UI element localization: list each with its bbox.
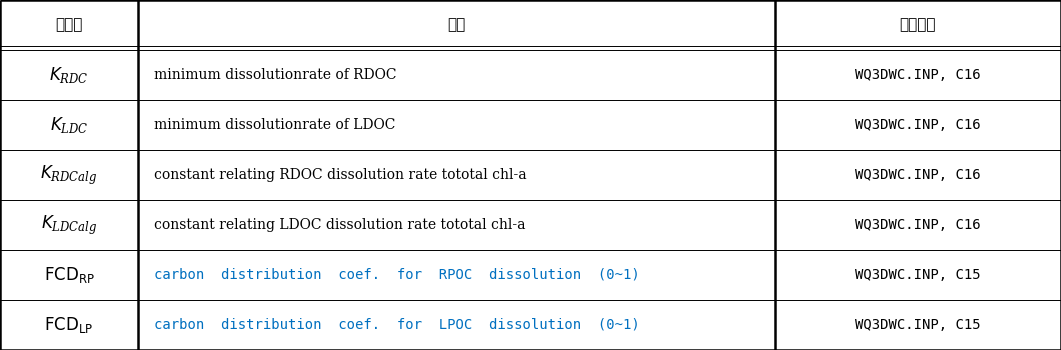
Text: WQ3DWC.INP, C15: WQ3DWC.INP, C15	[855, 268, 980, 282]
Text: 내용: 내용	[447, 18, 466, 33]
Text: WQ3DWC.INP, C15: WQ3DWC.INP, C15	[855, 318, 980, 332]
Text: $\mathit{K}_{\mathregular{LDCalg}}$: $\mathit{K}_{\mathregular{LDCalg}}$	[40, 214, 98, 237]
Text: WQ3DWC.INP, C16: WQ3DWC.INP, C16	[855, 68, 980, 82]
Text: $\mathrm{FCD}_{\mathrm{RP}}$: $\mathrm{FCD}_{\mathrm{RP}}$	[44, 265, 94, 285]
Text: $\mathit{K}_{\mathregular{RDCalg}}$: $\mathit{K}_{\mathregular{RDCalg}}$	[40, 163, 98, 187]
Text: carbon  distribution  coef.  for  LPOC  dissolution  (0~1): carbon distribution coef. for LPOC disso…	[154, 318, 640, 332]
Text: WQ3DWC.INP, C16: WQ3DWC.INP, C16	[855, 168, 980, 182]
Text: constant relating LDOC dissolution rate tototal chl-a: constant relating LDOC dissolution rate …	[154, 218, 525, 232]
Text: 변수명: 변수명	[55, 18, 83, 33]
Text: minimum dissolutionrate of RDOC: minimum dissolutionrate of RDOC	[154, 68, 397, 82]
Text: WQ3DWC.INP, C16: WQ3DWC.INP, C16	[855, 118, 980, 132]
Text: $\mathit{K}_{\mathregular{LDC}}$: $\mathit{K}_{\mathregular{LDC}}$	[50, 115, 88, 135]
Text: WQ3DWC.INP, C16: WQ3DWC.INP, C16	[855, 218, 980, 232]
Text: carbon  distribution  coef.  for  RPOC  dissolution  (0~1): carbon distribution coef. for RPOC disso…	[154, 268, 640, 282]
Text: $\mathrm{FCD}_{\mathrm{LP}}$: $\mathrm{FCD}_{\mathrm{LP}}$	[45, 315, 93, 335]
Text: $\mathit{K}_{\mathregular{RDC}}$: $\mathit{K}_{\mathregular{RDC}}$	[49, 65, 89, 85]
Text: 입력위치: 입력위치	[900, 18, 936, 33]
Text: constant relating RDOC dissolution rate tototal chl-a: constant relating RDOC dissolution rate …	[154, 168, 526, 182]
Text: minimum dissolutionrate of LDOC: minimum dissolutionrate of LDOC	[154, 118, 395, 132]
